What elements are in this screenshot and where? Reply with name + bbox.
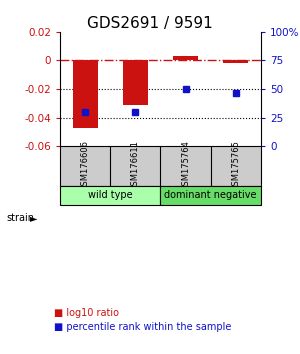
Text: GSM176611: GSM176611 (131, 141, 140, 192)
Text: ■ log10 ratio: ■ log10 ratio (54, 308, 119, 318)
Text: ■ percentile rank within the sample: ■ percentile rank within the sample (54, 322, 231, 332)
Text: GSM175765: GSM175765 (231, 141, 240, 192)
Bar (160, 185, 261, 205)
Text: GSM175764: GSM175764 (181, 141, 190, 192)
Bar (173, 56, 198, 61)
Text: ►: ► (30, 213, 38, 223)
Text: GSM176606: GSM176606 (81, 141, 90, 192)
Text: strain: strain (6, 213, 34, 223)
Bar (223, 61, 248, 63)
Text: wild type: wild type (88, 190, 133, 200)
Text: GDS2691 / 9591: GDS2691 / 9591 (87, 16, 213, 31)
Bar (123, 61, 148, 105)
Text: dominant negative: dominant negative (164, 190, 257, 200)
Bar (73, 61, 98, 128)
Bar (60, 185, 160, 205)
